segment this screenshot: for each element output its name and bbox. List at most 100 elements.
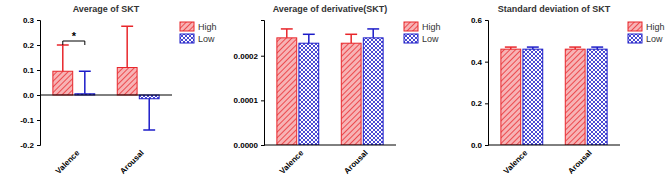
x-tick-label: Valence <box>502 148 530 176</box>
annotation: * <box>72 30 77 42</box>
x-tick-label: Valence <box>54 148 82 176</box>
y-tick-label: 0.2 <box>471 99 483 108</box>
plot-area <box>53 26 159 130</box>
legend-swatch <box>628 34 642 43</box>
y-tick: 0.2 <box>23 41 40 50</box>
chart-title: Standard deviation of SKT <box>498 4 611 14</box>
y-tick-label: 0.6 <box>471 16 483 25</box>
chart-panel: Standard deviation of SKT 0.0 0.2 0.4 0.6 Val… <box>471 4 665 176</box>
y-tick: 0.2 <box>471 99 488 108</box>
error-bar <box>84 71 86 94</box>
bar <box>523 49 543 145</box>
x-tick-label: Arousal <box>118 148 145 175</box>
y-tick-mark <box>261 56 264 57</box>
chart-panel: Average of SKT -0.2 -0.1 0.0 0.1 0.2 0.3 Valenc… <box>20 4 216 176</box>
plot-area <box>501 47 607 145</box>
y-tick-label: 0.2 <box>23 41 35 50</box>
y-tick-mark <box>485 145 488 146</box>
bar <box>53 71 73 95</box>
legend: High Low <box>180 22 217 44</box>
y-tick: 0.4 <box>471 58 488 67</box>
bar <box>139 95 159 99</box>
y-tick: 0.0 <box>23 91 40 100</box>
error-bar <box>350 34 352 43</box>
error-cap <box>569 46 581 48</box>
error-cap <box>281 28 293 30</box>
bar <box>501 49 521 145</box>
x-tick: Arousal <box>342 145 369 176</box>
y-tick-mark <box>37 145 40 146</box>
chart-canvas: Average of SKT -0.2 -0.1 0.0 0.1 0.2 0.3 Valenc… <box>0 0 672 181</box>
x-tick: Valence <box>278 145 306 176</box>
y-tick-mark <box>37 120 40 121</box>
bar <box>341 43 361 145</box>
y-tick: 0.0001 <box>234 96 264 105</box>
y-tick: 0.1 <box>23 66 40 75</box>
error-bar <box>372 29 374 38</box>
y-tick-mark <box>37 20 40 21</box>
y-tick: -0.1 <box>20 116 40 125</box>
y-axis-line <box>485 21 489 146</box>
x-axis: Valence Arousal <box>278 145 370 176</box>
bar <box>587 49 607 145</box>
y-axis: 0.0 0.2 0.4 0.6 <box>471 16 489 150</box>
y-axis: 0.0000 0.0001 0.0002 <box>234 21 265 151</box>
y-tick-label: 0.0002 <box>234 52 259 61</box>
y-tick-mark <box>485 62 488 63</box>
y-tick-label: 0.0001 <box>234 96 259 105</box>
error-cap <box>591 46 603 48</box>
y-axis-line <box>261 21 265 146</box>
y-tick-label: 0.3 <box>23 16 35 25</box>
y-tick: 0.0002 <box>234 52 264 61</box>
chart-title: Average of SKT <box>73 4 140 14</box>
y-tick-mark <box>37 70 40 71</box>
legend-swatch <box>628 22 642 31</box>
error-bar <box>308 34 310 43</box>
y-tick-label: 0.0 <box>23 91 35 100</box>
x-tick-label: Arousal <box>566 148 593 175</box>
bar <box>117 68 137 96</box>
y-tick-label: 0.1 <box>23 66 35 75</box>
error-bar <box>62 45 64 71</box>
y-tick: 0.6 <box>471 16 488 25</box>
y-tick-label: 0.0 <box>471 141 483 150</box>
bar <box>363 38 383 145</box>
y-tick: 0.0000 <box>234 141 264 150</box>
error-bar <box>286 29 288 38</box>
legend-label: Low <box>198 34 215 44</box>
x-tick: Arousal <box>118 145 145 176</box>
y-tick: -0.2 <box>20 141 40 150</box>
legend: HighLow <box>628 22 665 44</box>
legend-label: High <box>198 22 217 32</box>
y-tick-mark <box>485 103 488 104</box>
x-axis: Valence Arousal <box>502 145 594 176</box>
error-cap <box>79 71 91 73</box>
baseline <box>488 145 620 146</box>
y-tick-label: 0.0000 <box>234 141 259 150</box>
bar <box>277 38 297 145</box>
y-tick-mark <box>261 100 264 101</box>
legend-label: Low <box>422 34 439 44</box>
legend-swatch <box>180 22 194 31</box>
bar <box>299 43 319 145</box>
baseline <box>40 95 172 96</box>
y-tick-mark <box>37 45 40 46</box>
y-tick-mark <box>485 20 488 21</box>
y-tick-label: -0.1 <box>20 116 34 125</box>
error-bar <box>126 26 128 67</box>
y-tick-mark <box>261 145 264 146</box>
error-cap <box>367 28 379 30</box>
baseline <box>264 145 396 146</box>
error-cap <box>143 129 155 131</box>
error-cap <box>303 34 315 36</box>
y-tick: 0.3 <box>23 16 40 25</box>
x-axis: Valence Arousal <box>54 145 146 176</box>
plot-area <box>277 29 383 145</box>
x-tick-label: Valence <box>278 148 306 176</box>
error-cap <box>345 34 357 36</box>
error-bar <box>148 99 150 130</box>
y-tick: 0.0 <box>471 141 488 150</box>
chart-title: Average of derivative(SKT) <box>273 4 388 14</box>
x-tick: Arousal <box>566 145 593 176</box>
x-tick-label: Arousal <box>342 148 369 175</box>
